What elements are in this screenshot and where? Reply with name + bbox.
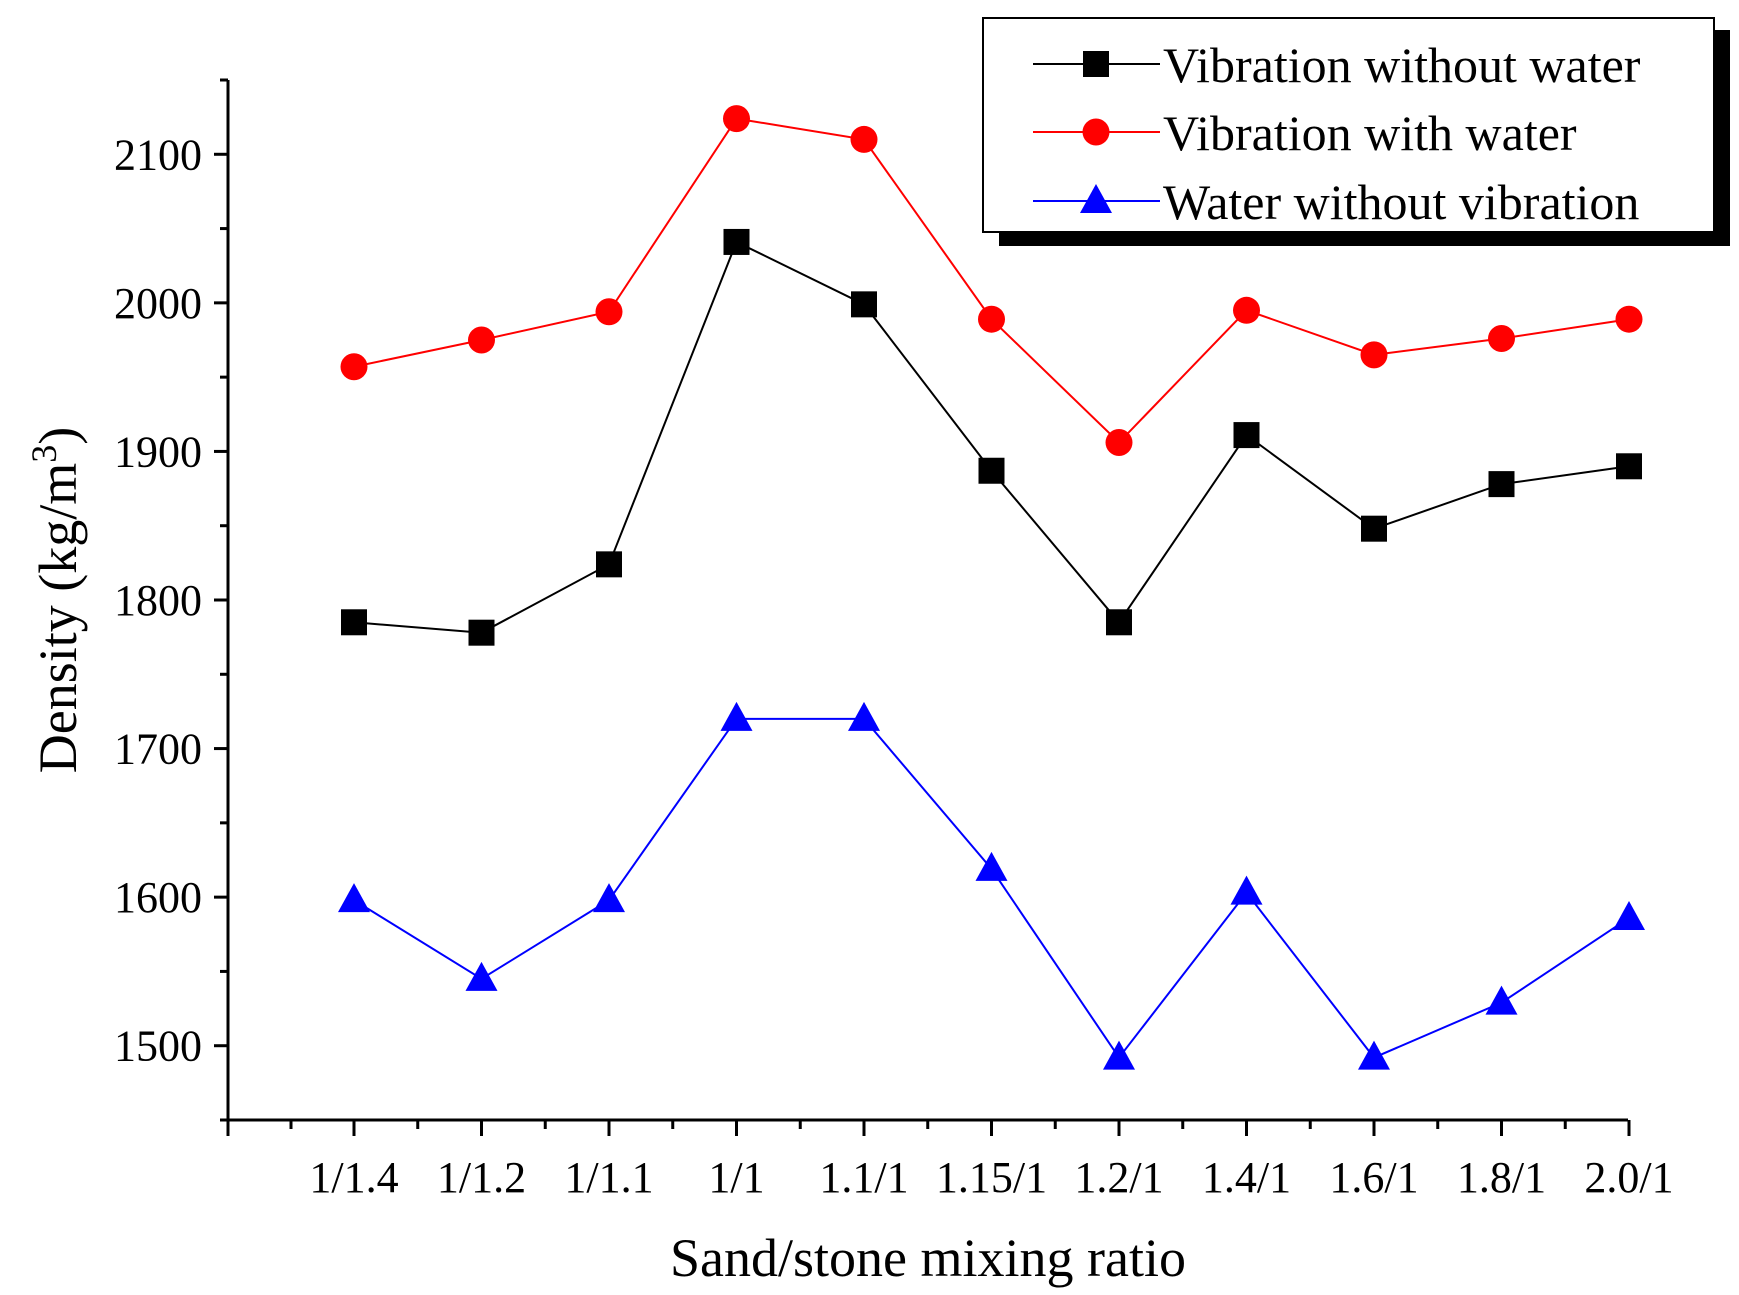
data-point	[1360, 341, 1388, 369]
y-axis-title-superscript: 3	[24, 445, 64, 463]
x-axis-title: Sand/stone mixing ratio	[670, 1228, 1186, 1288]
series-line	[353, 717, 1630, 1060]
data-point	[1615, 305, 1643, 333]
x-tick-label: 1.1/1	[819, 1153, 908, 1202]
x-tick-label: 1/1	[708, 1153, 764, 1202]
data-point	[1103, 1040, 1135, 1070]
data-point	[975, 851, 1008, 881]
series-vibration-without-water	[341, 228, 1642, 646]
x-tick-label: 1/1.2	[437, 1153, 526, 1202]
data-point	[1230, 875, 1263, 905]
x-tick-label: 1.15/1	[936, 1153, 1047, 1202]
y-tick-label: 1800	[114, 576, 202, 625]
data-point	[338, 883, 370, 913]
data-point	[851, 291, 877, 318]
data-point	[1233, 296, 1260, 324]
data-point	[593, 883, 625, 913]
data-point	[1358, 1040, 1390, 1070]
data-point	[723, 105, 750, 133]
data-point	[850, 125, 878, 153]
y-tick-label: 1700	[114, 725, 202, 774]
x-tick-label: 2.0/1	[1584, 1153, 1673, 1202]
data-point	[1488, 325, 1515, 353]
y-axis-title-close: )	[28, 427, 88, 445]
data-point	[1613, 900, 1645, 930]
legend-marker	[1080, 184, 1112, 213]
x-tick-label: 1/1.1	[564, 1153, 653, 1202]
legend: Vibration without water Vibration with wa…	[982, 17, 1730, 246]
y-tick-label: 1900	[114, 427, 202, 476]
data-point	[1616, 453, 1642, 480]
data-point	[723, 228, 750, 255]
data-point	[468, 619, 495, 646]
legend-label: Vibration without water	[1163, 37, 1641, 93]
data-point	[596, 551, 622, 578]
legend-marker	[1082, 118, 1110, 146]
y-tick-label: 1600	[114, 873, 202, 922]
data-point	[978, 305, 1005, 333]
data-point	[848, 701, 880, 731]
legend-label: Vibration with water	[1163, 105, 1577, 161]
series-water-without-vibration	[338, 701, 1645, 1070]
series-vibration-with-water	[340, 105, 1643, 457]
x-tick-label: 1.4/1	[1202, 1153, 1291, 1202]
legend-items: Vibration without water Vibration with wa…	[1033, 37, 1641, 230]
x-tick-label: 1.6/1	[1329, 1153, 1418, 1202]
data-point	[1233, 422, 1260, 449]
data-point	[465, 961, 498, 991]
x-tick-label: 1.8/1	[1457, 1153, 1546, 1202]
y-axis-title: Density (kg/m3)	[24, 427, 88, 773]
axes: 1500 1600 1700 1800 1900 2000 2100 1/1.4 1/1.2 1/…	[114, 78, 1674, 1202]
legend-marker	[1083, 51, 1109, 77]
legend-item: Vibration without water	[1033, 37, 1641, 93]
data-point	[978, 457, 1005, 484]
y-tick-label: 1500	[114, 1022, 202, 1071]
y-axis-title-main: Density (kg/m	[28, 463, 88, 773]
data-point	[1105, 429, 1133, 457]
series-line	[353, 240, 1630, 634]
data-point	[595, 298, 623, 326]
series-layer	[338, 105, 1645, 1070]
data-point	[1106, 609, 1132, 636]
legend-item: Water without vibration	[1033, 174, 1639, 230]
data-point	[340, 353, 368, 381]
y-tick-label: 2000	[114, 279, 202, 328]
legend-label: Water without vibration	[1163, 174, 1639, 230]
data-point	[468, 326, 495, 354]
x-tick-label: 1/1.4	[309, 1153, 398, 1202]
data-point	[1485, 985, 1518, 1015]
data-point	[1488, 471, 1515, 498]
legend-item: Vibration with water	[1033, 105, 1577, 161]
y-tick-label: 2100	[114, 130, 202, 179]
data-point	[341, 609, 367, 636]
x-tick-label: 1.2/1	[1074, 1153, 1163, 1202]
data-point	[720, 701, 753, 731]
data-point	[1361, 515, 1387, 542]
